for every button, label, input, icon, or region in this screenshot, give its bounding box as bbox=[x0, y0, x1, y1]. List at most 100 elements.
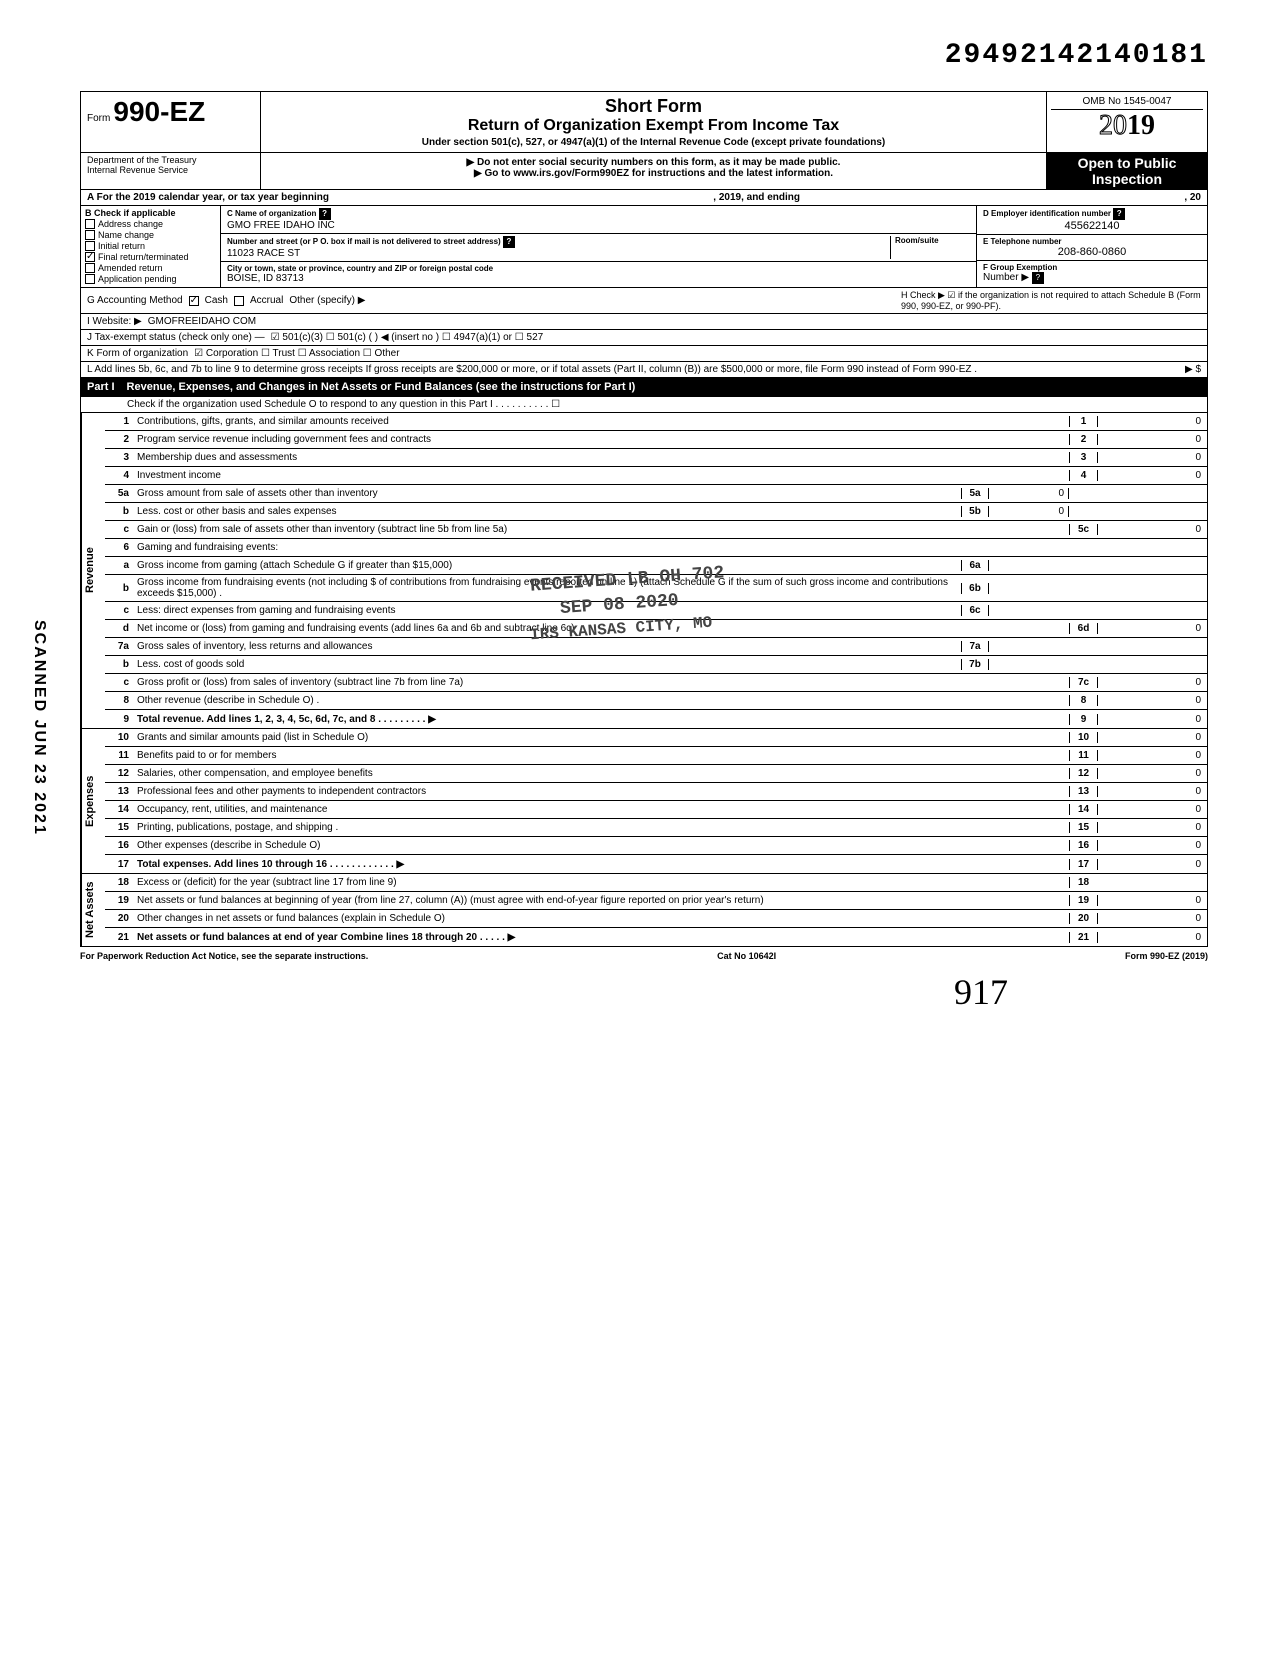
right-val: 0 bbox=[1097, 524, 1207, 535]
col-c: C Name of organization ? GMO FREE IDAHO … bbox=[221, 206, 977, 287]
d-label: D Employer identification number ? bbox=[983, 208, 1201, 220]
k-options: ☑ Corporation ☐ Trust ☐ Association ☐ Ot… bbox=[194, 348, 399, 359]
line-desc: Contributions, gifts, grants, and simila… bbox=[133, 414, 1069, 429]
checkbox-label: Amended return bbox=[98, 263, 163, 273]
checkbox[interactable] bbox=[85, 241, 95, 251]
inspection-box: Open to Public Inspection bbox=[1047, 153, 1207, 189]
line-19: 19Net assets or fund balances at beginni… bbox=[105, 892, 1207, 910]
other-label: Other (specify) ▶ bbox=[289, 295, 365, 306]
revenue-section: Revenue 1Contributions, gifts, grants, a… bbox=[80, 413, 1208, 729]
line-number: 6 bbox=[105, 542, 133, 553]
line-number: a bbox=[105, 560, 133, 571]
line-desc: Professional fees and other payments to … bbox=[133, 784, 1069, 799]
line-desc: Gaming and fundraising events: bbox=[133, 540, 1069, 555]
org-name: GMO FREE IDAHO INC bbox=[227, 220, 335, 231]
line-desc: Gross income from gaming (attach Schedul… bbox=[133, 558, 961, 573]
accrual-label: Accrual bbox=[250, 295, 283, 306]
line-8: 8Other revenue (describe in Schedule O) … bbox=[105, 692, 1207, 710]
check-name-change: Name change bbox=[85, 230, 216, 240]
line-5a: 5aGross amount from sale of assets other… bbox=[105, 485, 1207, 503]
checkbox[interactable] bbox=[85, 263, 95, 273]
i-label: I Website: ▶ bbox=[87, 316, 142, 327]
help-icon[interactable]: ? bbox=[319, 208, 331, 220]
line-21: 21Net assets or fund balances at end of … bbox=[105, 928, 1207, 946]
right-num: 11 bbox=[1069, 750, 1097, 761]
footer: For Paperwork Reduction Act Notice, see … bbox=[80, 951, 1208, 961]
scanned-stamp: SCANNED JUN 23 2021 bbox=[30, 620, 48, 836]
check-initial-return: Initial return bbox=[85, 241, 216, 251]
line-number: 5a bbox=[105, 488, 133, 499]
help-icon[interactable]: ? bbox=[1032, 272, 1044, 284]
line-7a: 7aGross sales of inventory, less returns… bbox=[105, 638, 1207, 656]
line-number: 3 bbox=[105, 452, 133, 463]
mid-num: 6a bbox=[961, 560, 989, 571]
line-number: 20 bbox=[105, 913, 133, 924]
line-desc: Gross income from fundraising events (no… bbox=[133, 575, 961, 601]
cash-checkbox[interactable] bbox=[189, 296, 199, 306]
part-i-label: Part I bbox=[87, 381, 115, 393]
right-num: 13 bbox=[1069, 786, 1097, 797]
line-number: 15 bbox=[105, 822, 133, 833]
right-num: 3 bbox=[1069, 452, 1097, 463]
mid-num: 7a bbox=[961, 641, 989, 652]
right-val: 0 bbox=[1097, 840, 1207, 851]
document-number: 29492142140181 bbox=[80, 40, 1208, 71]
line-desc: Net income or (loss) from gaming and fun… bbox=[133, 621, 1069, 636]
line-17: 17Total expenses. Add lines 10 through 1… bbox=[105, 855, 1207, 873]
line-15: 15Printing, publications, postage, and s… bbox=[105, 819, 1207, 837]
b-label: B Check if applicable bbox=[85, 208, 216, 218]
check-application-pending: Application pending bbox=[85, 274, 216, 284]
checkbox[interactable] bbox=[85, 252, 95, 262]
website: GMOFREEIDAHO COM bbox=[148, 316, 256, 327]
j-options: ☑ 501(c)(3) ☐ 501(c) ( ) ◀ (insert no ) … bbox=[271, 332, 544, 343]
line-desc: Total expenses. Add lines 10 through 16 … bbox=[133, 857, 1069, 872]
line-desc: Membership dues and assessments bbox=[133, 450, 1069, 465]
dept-box: Department of the Treasury Internal Reve… bbox=[81, 153, 261, 189]
right-val: 0 bbox=[1097, 677, 1207, 688]
right-num: 7c bbox=[1069, 677, 1097, 688]
line-desc: Net assets or fund balances at end of ye… bbox=[133, 930, 1069, 945]
checkbox[interactable] bbox=[85, 230, 95, 240]
line-6: 6Gaming and fundraising events: bbox=[105, 539, 1207, 557]
accrual-checkbox[interactable] bbox=[234, 296, 244, 306]
checkbox-label: Name change bbox=[98, 230, 154, 240]
right-val: 0 bbox=[1097, 623, 1207, 634]
right-num: 9 bbox=[1069, 714, 1097, 725]
right-num: 5c bbox=[1069, 524, 1097, 535]
right-num: 10 bbox=[1069, 732, 1097, 743]
right-num: 2 bbox=[1069, 434, 1097, 445]
line-20: 20Other changes in net assets or fund ba… bbox=[105, 910, 1207, 928]
mid-val: 0 bbox=[989, 488, 1069, 499]
omb-box: OMB No 1545-0047 2019 bbox=[1047, 92, 1207, 152]
j-label: J Tax-exempt status (check only one) — bbox=[87, 332, 265, 343]
omb-number: OMB No 1545-0047 bbox=[1051, 96, 1203, 110]
line-14: 14Occupancy, rent, utilities, and mainte… bbox=[105, 801, 1207, 819]
footer-mid: Cat No 10642I bbox=[717, 951, 776, 961]
c-addr-label: Number and street (or P O. box if mail i… bbox=[227, 236, 890, 248]
line-number: 9 bbox=[105, 714, 133, 725]
right-val: 0 bbox=[1097, 416, 1207, 427]
line-number: b bbox=[105, 583, 133, 594]
mid-num: 5b bbox=[961, 506, 989, 517]
mid-num: 7b bbox=[961, 659, 989, 670]
line-c: cGain or (loss) from sale of assets othe… bbox=[105, 521, 1207, 539]
checkbox[interactable] bbox=[85, 219, 95, 229]
line-number: 10 bbox=[105, 732, 133, 743]
checkbox-label: Final return/terminated bbox=[98, 252, 189, 262]
c-city-label: City or town, state or province, country… bbox=[227, 264, 970, 273]
help-icon[interactable]: ? bbox=[503, 236, 515, 248]
line-number: b bbox=[105, 659, 133, 670]
l-arrow: ▶ $ bbox=[1185, 364, 1201, 375]
help-icon[interactable]: ? bbox=[1113, 208, 1125, 220]
line-16: 16Other expenses (describe in Schedule O… bbox=[105, 837, 1207, 855]
line-11: 11Benefits paid to or for members110 bbox=[105, 747, 1207, 765]
line-desc: Less. cost or other basis and sales expe… bbox=[133, 504, 961, 519]
f-label: F Group Exemption bbox=[983, 263, 1201, 272]
part-i-title: Revenue, Expenses, and Changes in Net As… bbox=[127, 381, 636, 393]
right-num: 14 bbox=[1069, 804, 1097, 815]
right-num: 21 bbox=[1069, 932, 1097, 943]
line-number: 2 bbox=[105, 434, 133, 445]
line-number: b bbox=[105, 506, 133, 517]
g-label: G Accounting Method bbox=[87, 295, 183, 306]
checkbox[interactable] bbox=[85, 274, 95, 284]
